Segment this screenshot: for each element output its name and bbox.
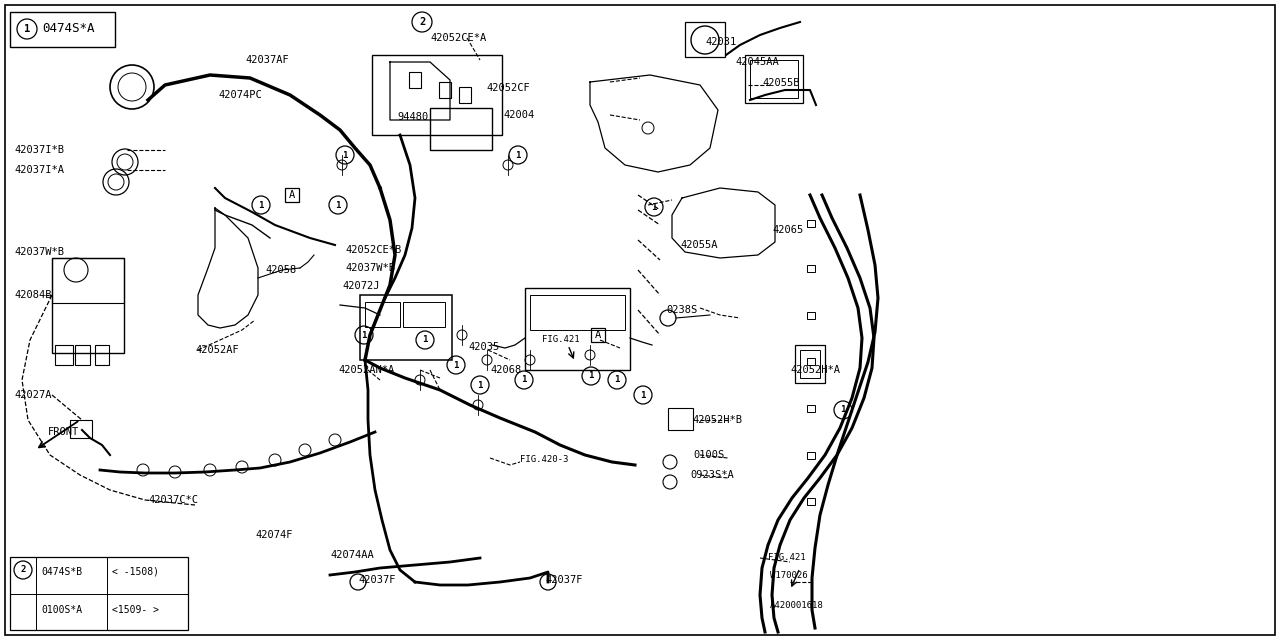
Text: 42037F: 42037F bbox=[545, 575, 582, 585]
Text: 1: 1 bbox=[477, 381, 483, 390]
Text: FIG.421: FIG.421 bbox=[768, 554, 805, 563]
Text: 42052AF: 42052AF bbox=[195, 345, 239, 355]
Text: 42031: 42031 bbox=[705, 37, 736, 47]
Text: 1: 1 bbox=[259, 200, 264, 209]
Text: 42074AA: 42074AA bbox=[330, 550, 374, 560]
Text: 42052CF: 42052CF bbox=[486, 83, 530, 93]
Bar bbox=[806, 220, 815, 227]
Text: 94480: 94480 bbox=[397, 112, 429, 122]
Text: 1: 1 bbox=[614, 376, 620, 385]
Text: 2: 2 bbox=[419, 17, 425, 27]
Bar bbox=[10, 12, 115, 47]
Text: A420001618: A420001618 bbox=[771, 600, 824, 609]
Text: 1: 1 bbox=[342, 150, 348, 159]
Text: FRONT: FRONT bbox=[49, 427, 79, 437]
Bar bbox=[10, 557, 188, 630]
Bar bbox=[750, 60, 797, 98]
Text: 0474S*B: 0474S*B bbox=[41, 567, 82, 577]
Text: 42037C*C: 42037C*C bbox=[148, 495, 198, 505]
Text: 42037W*B: 42037W*B bbox=[346, 263, 396, 273]
Text: 1: 1 bbox=[453, 360, 458, 369]
Text: 42035: 42035 bbox=[468, 342, 499, 352]
Text: 42037F: 42037F bbox=[358, 575, 396, 585]
Text: 42072J: 42072J bbox=[342, 281, 379, 291]
Text: 42027A: 42027A bbox=[14, 390, 51, 400]
Text: 0474S*A: 0474S*A bbox=[42, 22, 95, 35]
Text: 42068: 42068 bbox=[490, 365, 521, 375]
Bar bbox=[365, 302, 399, 327]
Text: 0238S: 0238S bbox=[666, 305, 698, 315]
Bar bbox=[360, 295, 452, 360]
Bar bbox=[460, 87, 471, 103]
Text: 42052AN*A: 42052AN*A bbox=[338, 365, 394, 375]
Bar bbox=[372, 55, 502, 135]
Bar bbox=[806, 405, 815, 412]
Bar bbox=[410, 72, 421, 88]
Text: 42065: 42065 bbox=[772, 225, 804, 235]
Bar bbox=[52, 258, 124, 303]
Text: 1: 1 bbox=[422, 335, 428, 344]
Text: 1: 1 bbox=[361, 330, 366, 339]
Text: 42074PC: 42074PC bbox=[218, 90, 261, 100]
Text: 1: 1 bbox=[24, 24, 31, 34]
Text: 42052H*B: 42052H*B bbox=[692, 415, 742, 425]
Text: 0923S*A: 0923S*A bbox=[690, 470, 733, 480]
Text: 42037I*B: 42037I*B bbox=[14, 145, 64, 155]
Text: 1: 1 bbox=[516, 150, 521, 159]
Bar bbox=[76, 345, 90, 365]
Text: 1: 1 bbox=[335, 200, 340, 209]
Text: 42045AA: 42045AA bbox=[735, 57, 778, 67]
Bar bbox=[668, 408, 692, 430]
Text: 42004: 42004 bbox=[503, 110, 534, 120]
Text: A: A bbox=[595, 330, 602, 340]
Text: 42037AF: 42037AF bbox=[244, 55, 289, 65]
Text: 1: 1 bbox=[640, 390, 645, 399]
Text: FIG.421: FIG.421 bbox=[541, 335, 580, 344]
Text: 42037I*A: 42037I*A bbox=[14, 165, 64, 175]
Text: 1: 1 bbox=[840, 406, 846, 415]
Text: < -1508): < -1508) bbox=[113, 567, 159, 577]
Text: 1: 1 bbox=[652, 202, 657, 211]
Bar bbox=[439, 82, 451, 98]
Bar bbox=[70, 420, 92, 438]
Bar bbox=[430, 108, 492, 150]
Text: 42037W*B: 42037W*B bbox=[14, 247, 64, 257]
Text: 42084B: 42084B bbox=[14, 290, 51, 300]
Bar bbox=[52, 258, 124, 353]
Text: 42052CE*A: 42052CE*A bbox=[430, 33, 486, 43]
Bar bbox=[806, 312, 815, 319]
Bar bbox=[806, 358, 815, 365]
Bar bbox=[795, 345, 826, 383]
Text: 1: 1 bbox=[521, 376, 526, 385]
Bar bbox=[55, 345, 73, 365]
Text: 42052CE*B: 42052CE*B bbox=[346, 245, 401, 255]
Bar bbox=[806, 452, 815, 459]
Bar bbox=[806, 498, 815, 505]
Bar bbox=[95, 345, 109, 365]
Bar bbox=[806, 265, 815, 272]
Text: 42055B: 42055B bbox=[762, 78, 800, 88]
Bar bbox=[530, 295, 625, 330]
Bar bbox=[685, 22, 724, 57]
Bar bbox=[525, 288, 630, 370]
Bar bbox=[800, 350, 820, 378]
Bar bbox=[591, 328, 605, 342]
Bar bbox=[285, 188, 300, 202]
Bar bbox=[403, 302, 445, 327]
Text: A: A bbox=[289, 190, 296, 200]
Text: FIG.420-3: FIG.420-3 bbox=[520, 456, 568, 465]
Text: 2: 2 bbox=[20, 566, 26, 575]
Text: 42052H*A: 42052H*A bbox=[790, 365, 840, 375]
Text: 42055A: 42055A bbox=[680, 240, 718, 250]
Text: 0100S: 0100S bbox=[692, 450, 724, 460]
Text: 42058: 42058 bbox=[265, 265, 296, 275]
Bar bbox=[745, 55, 803, 103]
Text: 0100S*A: 0100S*A bbox=[41, 605, 82, 615]
Text: W170026: W170026 bbox=[771, 570, 808, 579]
Text: 1: 1 bbox=[589, 371, 594, 381]
Text: 42074F: 42074F bbox=[255, 530, 293, 540]
Text: <1509- >: <1509- > bbox=[113, 605, 159, 615]
